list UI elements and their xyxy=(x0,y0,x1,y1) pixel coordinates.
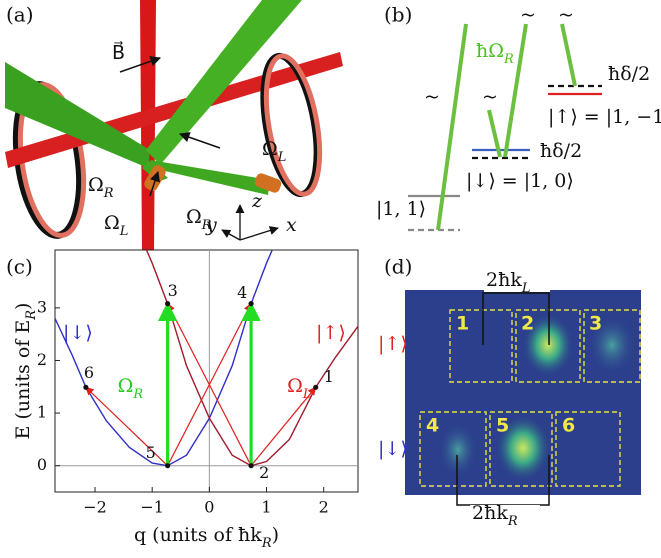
text-part: Ω xyxy=(118,375,134,397)
curves xyxy=(55,250,358,466)
text-part: Ω xyxy=(104,212,120,234)
panel-a-render xyxy=(5,0,343,250)
detuning-label: ħδ/2 xyxy=(540,140,582,162)
text-part: L xyxy=(521,281,531,296)
legend-entry: |↓⟩ xyxy=(63,322,93,344)
x-tick-label: 0 xyxy=(204,498,214,517)
text-part: Ω xyxy=(262,138,278,160)
beam-label: ΩR xyxy=(88,174,114,201)
figure: (a) B⃗ ΩR ΩR ΩL ΩL z y x (b) ħΩR ħδ/2 ħδ… xyxy=(0,0,661,558)
text-part: ħΩ xyxy=(476,40,504,62)
point-label: 2 xyxy=(259,463,269,482)
panel-label: (d) xyxy=(384,255,412,279)
beam-label: ΩL xyxy=(104,212,128,239)
plot-frame xyxy=(55,250,358,492)
panel-label: (a) xyxy=(6,3,34,27)
box-label: 4 xyxy=(426,415,439,437)
state-point xyxy=(83,385,88,390)
coupling-label: ħΩR xyxy=(476,40,514,67)
text-part: R xyxy=(132,387,143,402)
box-label: 6 xyxy=(562,415,575,437)
text-part: R xyxy=(103,186,114,201)
x-axis-label: q (units of ħkR) xyxy=(134,524,279,551)
row-label: |↓⟩ xyxy=(378,438,408,460)
point-label: 3 xyxy=(168,281,178,300)
axis-label: z xyxy=(251,190,263,212)
coupling-label: ΩL xyxy=(287,375,311,402)
text-part: R xyxy=(507,514,518,529)
panel-label: (c) xyxy=(6,255,33,279)
box-label: 5 xyxy=(496,415,509,437)
text-part: ) xyxy=(12,303,34,310)
box-label: 2 xyxy=(521,313,534,335)
detuning-label: ħδ/2 xyxy=(608,63,650,85)
x-tick-label: −1 xyxy=(140,498,164,517)
tilde: ~ xyxy=(482,86,498,108)
text-part: R xyxy=(24,310,39,321)
box-label: 1 xyxy=(456,313,469,335)
state-point xyxy=(165,301,170,306)
y-tick-label: 1 xyxy=(37,403,47,422)
legend-entry: |↑⟩ xyxy=(316,322,346,344)
point-label: 5 xyxy=(146,443,156,462)
state-label: |1, 1⟩ xyxy=(376,198,426,220)
text-part: ) xyxy=(272,524,279,546)
coupling-label: ΩR xyxy=(118,375,144,402)
text-part: Ω xyxy=(88,174,104,196)
state-point xyxy=(248,301,253,306)
y-tick-label: 2 xyxy=(37,350,47,369)
text-part: L xyxy=(277,150,287,165)
state-point xyxy=(248,463,253,468)
axis-label: x xyxy=(286,214,297,236)
field-label: B⃗ xyxy=(112,41,125,64)
point-label: 1 xyxy=(324,367,334,386)
point-label: 4 xyxy=(237,283,247,302)
text-part: E (units of E xyxy=(12,320,34,440)
text-part: 2ħk xyxy=(472,502,508,524)
x-tick-label: 2 xyxy=(319,498,329,517)
x-tick-label: 1 xyxy=(261,498,271,517)
box-label: 3 xyxy=(589,313,602,335)
text-part: R xyxy=(503,52,514,67)
text-part: R xyxy=(261,536,272,551)
tilde: ~ xyxy=(520,4,536,26)
text-part: Ω xyxy=(186,206,202,228)
state-label: |↓⟩ = |1, 0⟩ xyxy=(466,170,574,192)
text-part: L xyxy=(119,224,129,239)
point-label: 6 xyxy=(84,363,94,382)
y-axis-label: E (units of ER) xyxy=(12,303,39,440)
tilde: ~ xyxy=(558,4,574,26)
text-part: 2ħk xyxy=(486,269,522,291)
row-label: |↑⟩ xyxy=(378,333,408,355)
tilde: ~ xyxy=(424,86,440,108)
text-part: q (units of ħk xyxy=(134,524,262,546)
state-point xyxy=(313,385,318,390)
text-part: L xyxy=(302,387,312,402)
text-part: Ω xyxy=(287,375,303,397)
x-tick-label: −2 xyxy=(83,498,107,517)
panel-label: (b) xyxy=(384,3,412,27)
axis-label: y xyxy=(205,214,217,236)
state-point xyxy=(165,463,170,468)
y-tick-label: 0 xyxy=(37,455,47,474)
state-label: |↑⟩ = |1, −1⟩ xyxy=(548,106,661,128)
